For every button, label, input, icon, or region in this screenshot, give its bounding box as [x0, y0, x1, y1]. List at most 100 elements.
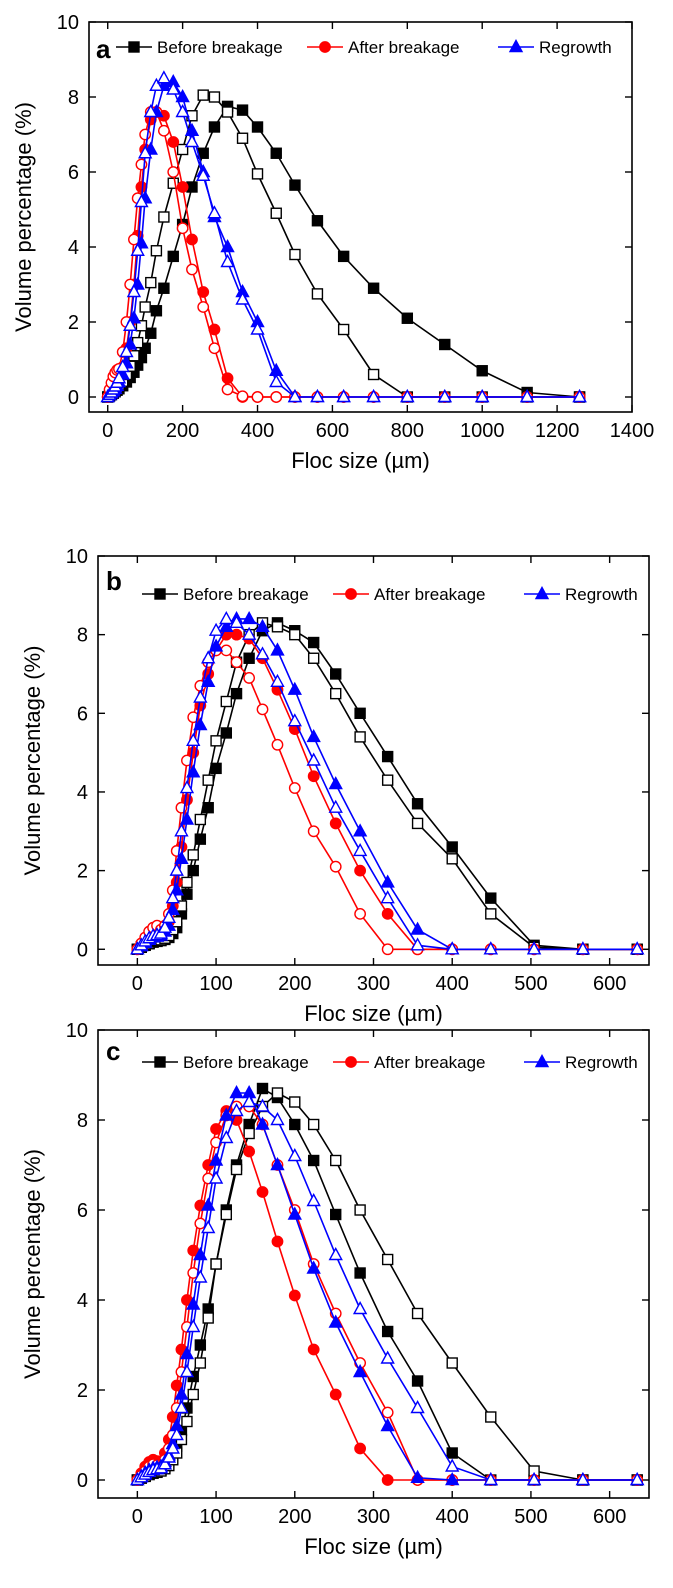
data-point — [255, 646, 270, 660]
data-point — [201, 650, 216, 664]
data-point — [255, 618, 270, 632]
y-tick-label: 4 — [77, 1290, 88, 1312]
data-point — [221, 106, 234, 118]
y-tick-label: 0 — [77, 1470, 88, 1492]
data-point — [119, 344, 134, 358]
x-tick-label: 300 — [357, 973, 390, 995]
data-point — [352, 1364, 368, 1378]
data-point — [306, 752, 321, 766]
data-point — [145, 327, 157, 339]
chart-panel-b: 0 100 200 300 400 500 600 0 2 4 6 8 10 Floc size (µm)… — [20, 546, 650, 1026]
data-point — [354, 1267, 366, 1279]
data-point — [186, 1319, 201, 1333]
data-point — [236, 390, 249, 403]
data-point — [410, 1469, 425, 1483]
data-point — [165, 1440, 180, 1454]
data-point — [229, 1085, 244, 1099]
data-point — [167, 250, 179, 263]
data-point — [306, 728, 321, 743]
data-point — [354, 1204, 366, 1216]
data-point — [380, 1350, 395, 1364]
data-point — [411, 1307, 424, 1320]
data-point — [196, 167, 211, 181]
data-point — [439, 338, 451, 351]
data-point — [270, 1112, 285, 1126]
data-point — [289, 179, 301, 191]
series-triangle-open — [100, 70, 587, 403]
data-point — [446, 853, 458, 865]
data-point — [306, 1193, 321, 1207]
data-point — [330, 1208, 342, 1221]
data-point — [519, 389, 535, 403]
data-point — [485, 892, 497, 904]
data-point — [289, 1118, 301, 1131]
data-point — [289, 248, 301, 261]
data-point — [201, 673, 216, 688]
data-point — [230, 656, 243, 669]
data-point — [157, 1456, 173, 1470]
y-tick-label: 4 — [68, 237, 79, 259]
data-point — [236, 104, 249, 116]
data-point — [123, 317, 138, 331]
y-tick-label: 10 — [66, 1020, 88, 1042]
legend-marker — [154, 1056, 166, 1068]
x-tick-label: 200 — [278, 1506, 311, 1528]
data-point — [179, 811, 195, 825]
data-point — [485, 908, 497, 920]
data-point — [251, 121, 264, 133]
x-tick-label: 600 — [593, 1506, 626, 1528]
legend-marker — [345, 588, 357, 600]
data-point — [287, 681, 302, 695]
y-axis-label: Volume percentage (%) — [11, 102, 36, 332]
data-point — [229, 1103, 244, 1117]
legend-marker — [534, 586, 550, 600]
data-point — [149, 77, 164, 91]
data-point — [197, 89, 209, 101]
x-tick-label: 500 — [514, 973, 547, 995]
data-point — [208, 638, 224, 652]
y-tick-label: 8 — [77, 625, 88, 647]
data-point — [143, 104, 158, 118]
data-point — [287, 1148, 302, 1162]
data-point — [202, 1312, 214, 1324]
data-point — [437, 389, 452, 403]
legend-label: Before breakage — [157, 38, 283, 57]
panel-letter: b — [106, 566, 122, 596]
x-axis-label: Floc size (µm) — [291, 448, 430, 473]
data-point — [179, 1364, 195, 1378]
series-triangle-open — [130, 610, 645, 955]
data-point — [219, 1107, 234, 1121]
data-point — [166, 81, 181, 95]
data-point — [328, 1314, 343, 1328]
data-point — [307, 1154, 320, 1167]
y-tick-label: 6 — [77, 703, 88, 725]
data-point — [367, 282, 380, 294]
data-point — [381, 750, 394, 763]
x-tick-label: 0 — [132, 973, 143, 995]
data-point — [137, 145, 153, 159]
data-point — [307, 1343, 320, 1356]
data-point — [445, 1472, 460, 1486]
legend-label: After breakage — [374, 1053, 486, 1072]
data-point — [187, 849, 199, 861]
x-tick-label: 300 — [357, 1506, 390, 1528]
legend-label: After breakage — [348, 38, 460, 57]
y-tick-label: 0 — [68, 387, 79, 409]
data-point — [445, 941, 460, 955]
x-tick-label: 0 — [132, 1506, 143, 1528]
data-point — [256, 1082, 269, 1095]
data-point — [311, 288, 324, 300]
x-tick-label: 100 — [199, 973, 232, 995]
y-axis-label: Volume percentage (%) — [20, 1149, 45, 1379]
data-point — [250, 321, 265, 335]
data-point — [575, 941, 591, 955]
data-point — [150, 245, 163, 257]
data-point — [241, 626, 257, 640]
x-tick-label: 200 — [278, 973, 311, 995]
legend-label: After breakage — [374, 585, 486, 604]
data-point — [380, 890, 395, 904]
data-point — [194, 1339, 207, 1351]
legend-marker — [508, 39, 524, 53]
data-point — [208, 1152, 224, 1166]
data-point — [220, 695, 233, 708]
